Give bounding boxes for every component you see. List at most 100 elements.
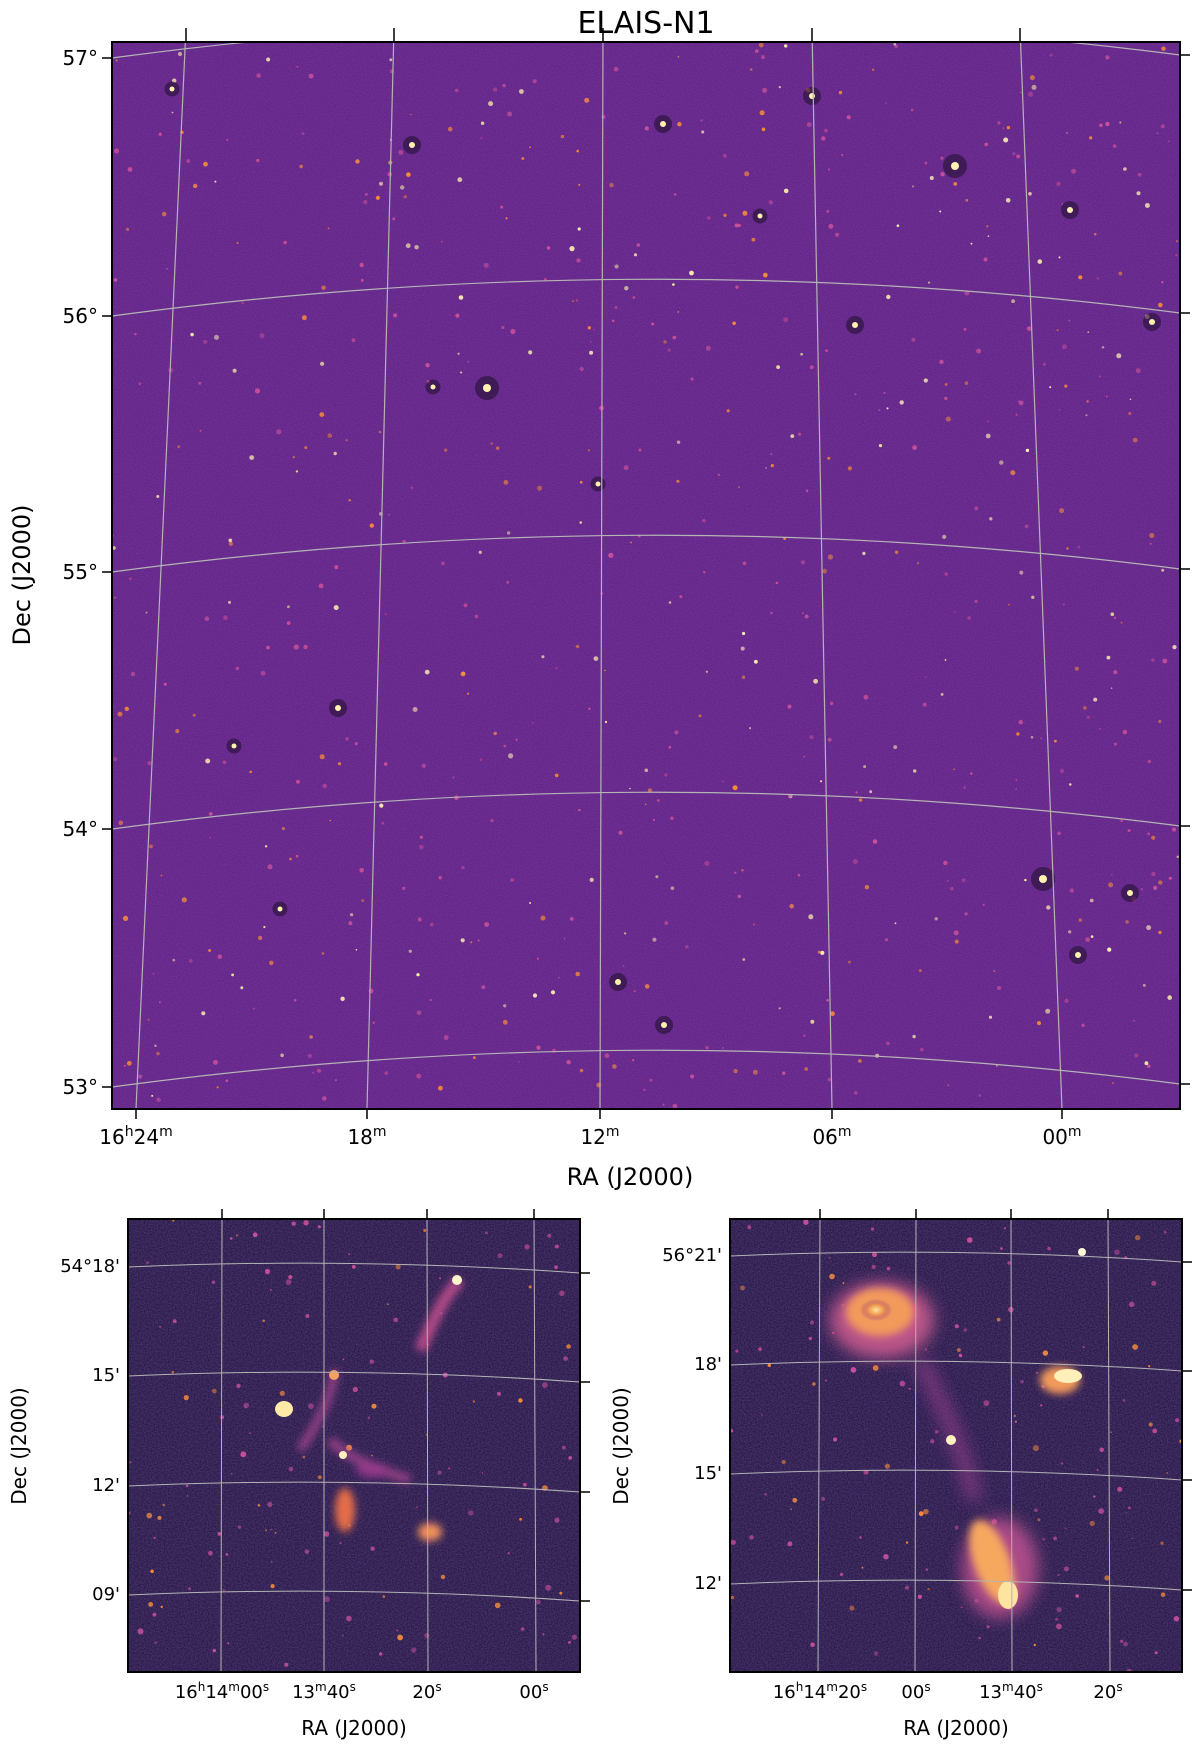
radio-source-dot — [403, 195, 407, 199]
radio-source-dot — [414, 245, 419, 250]
radio-source-dot — [578, 808, 581, 812]
radio-source-dot — [152, 972, 155, 975]
right-inset-core — [946, 1435, 956, 1445]
radio-source-dot — [563, 937, 566, 940]
radio-source-dot — [112, 546, 116, 550]
main-radio-sources — [112, 42, 1180, 1109]
radio-source-dot — [917, 1594, 923, 1600]
radio-source-dot — [1060, 1462, 1064, 1465]
radio-source-dot — [578, 183, 581, 186]
radio-source-dot — [186, 159, 191, 163]
radio-source-dot — [240, 986, 244, 990]
radio-source-dot — [846, 115, 851, 120]
radio-source-dot — [452, 776, 455, 779]
left-ra-tick-label: 16h14m00s — [175, 1680, 269, 1703]
radio-source-dot — [114, 596, 117, 599]
radio-source-dot — [171, 1371, 174, 1374]
radio-source-dot — [589, 877, 594, 883]
right-ra-tick-label: 00s — [901, 1680, 930, 1703]
radio-source-dot — [1042, 362, 1047, 366]
radio-source-dot — [183, 1395, 189, 1401]
radio-source-dot — [797, 432, 802, 436]
radio-source-dot — [381, 821, 385, 825]
radio-source-dot — [249, 455, 255, 460]
radio-source-dot — [542, 1633, 545, 1636]
radio-source-dot — [850, 1367, 857, 1373]
radio-source-dot — [1056, 181, 1061, 187]
radio-source-dot — [154, 1641, 158, 1644]
radio-source-dot — [672, 283, 675, 286]
radio-source-dot — [1151, 1280, 1157, 1286]
radio-source-dot — [348, 499, 351, 502]
radio-source-dot — [416, 1073, 422, 1079]
radio-source-dot — [924, 1348, 928, 1351]
radio-source-dot — [741, 868, 744, 872]
radio-source-dot — [954, 610, 956, 613]
radio-source-dot — [989, 517, 993, 521]
radio-source-dot — [638, 448, 642, 452]
radio-source-dot — [146, 1261, 149, 1265]
radio-source-dot — [922, 702, 927, 707]
radio-source-dot — [589, 1042, 592, 1045]
radio-source-dot — [1134, 1053, 1139, 1058]
radio-source-dot — [383, 762, 388, 766]
radio-source-dot — [1132, 437, 1138, 443]
radio-source-dot — [1093, 232, 1097, 236]
radio-source-dot — [1020, 1380, 1024, 1384]
radio-source-dot — [570, 917, 574, 921]
radio-source-dot — [379, 181, 383, 186]
radio-source-dot — [440, 1574, 446, 1580]
radio-source-dot — [518, 1060, 520, 1063]
radio-source-dot — [1151, 658, 1155, 662]
radio-source-dot — [742, 210, 748, 216]
radio-source-dot — [978, 1094, 981, 1097]
radio-source-dot — [976, 348, 982, 354]
radio-source-dot — [400, 185, 405, 190]
radio-source-dot — [808, 914, 814, 920]
radio-source-dot — [352, 1265, 356, 1269]
radio-source-dot — [229, 1237, 233, 1240]
radio-source-dot — [703, 571, 706, 574]
radio-source-dot — [737, 894, 741, 899]
radio-source-dot — [1028, 192, 1032, 196]
radio-source-dot — [767, 1363, 771, 1368]
radio-source-dot — [1027, 91, 1034, 97]
radio-source-dot — [395, 1264, 401, 1270]
radio-source-dot — [983, 1400, 990, 1407]
radio-source-dot — [613, 66, 619, 72]
radio-source-dot — [920, 1047, 924, 1052]
radio-source-dot — [123, 915, 129, 922]
radio-source-dot — [320, 361, 325, 366]
radio-source-dot — [521, 157, 525, 160]
radio-source-dot — [308, 73, 314, 79]
radio-source-dot — [698, 714, 702, 718]
radio-source-dot — [1029, 75, 1035, 81]
radio-source-dot — [1161, 568, 1165, 572]
radio-source-dot — [858, 1059, 862, 1063]
radio-source-dot — [402, 886, 406, 891]
radio-source-dot — [884, 1463, 891, 1469]
radio-source-dot — [554, 1265, 558, 1269]
radio-source-dot — [652, 818, 656, 821]
radio-source-dot — [284, 1662, 289, 1667]
radio-source-dot — [1053, 1536, 1057, 1541]
radio-source-dot — [293, 644, 299, 650]
radio-source-dot — [896, 224, 900, 227]
radio-source-dot — [1131, 1537, 1133, 1540]
radio-source-dot — [236, 242, 239, 244]
radio-source-dot — [1098, 375, 1101, 378]
radio-source-dot — [542, 1382, 548, 1388]
radio-source-dot — [1031, 595, 1035, 599]
radio-source-dot — [117, 711, 123, 717]
radio-source-dot — [361, 899, 365, 903]
radio-source-dot — [1047, 1246, 1051, 1251]
radio-source-dot — [942, 534, 947, 540]
radio-source-dot — [1173, 1616, 1180, 1622]
radio-source-dot — [1118, 271, 1123, 276]
radio-source-dot — [964, 381, 969, 385]
radio-source-dot — [187, 1587, 192, 1591]
radio-source-dot — [1120, 819, 1124, 823]
radio-source-dot — [559, 1591, 563, 1595]
radio-source-dot — [228, 600, 231, 604]
radio-source-dot — [232, 368, 237, 373]
